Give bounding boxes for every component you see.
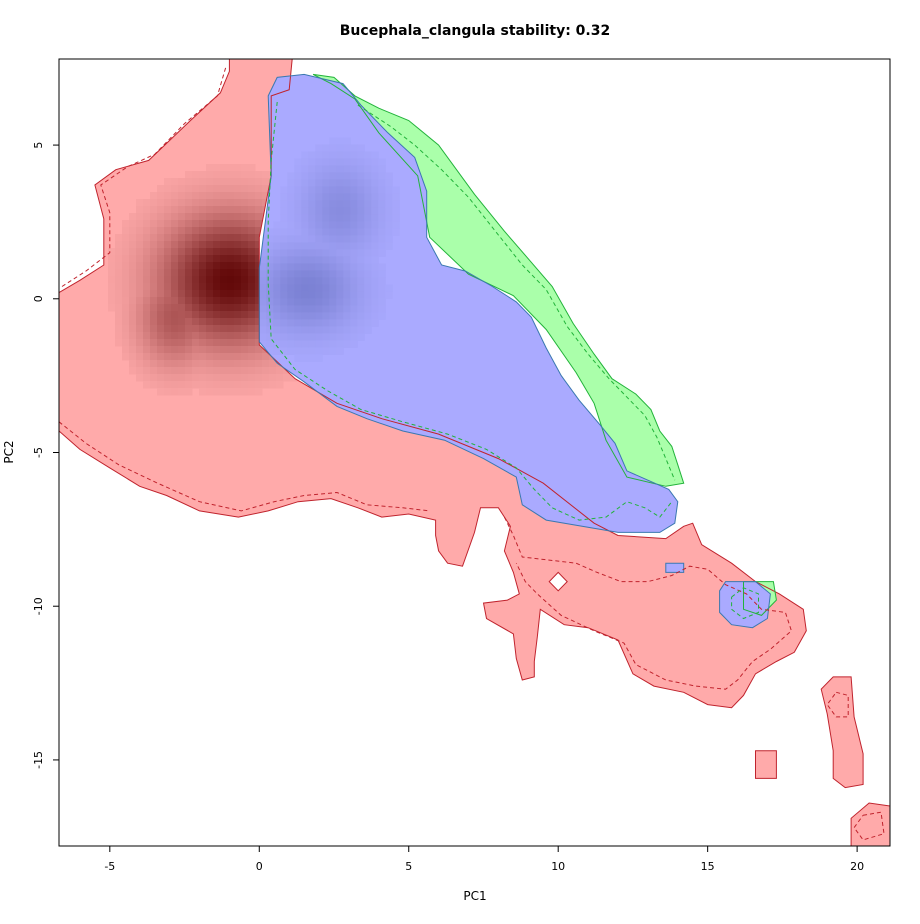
- y-axis: -15 -10 -5 0 5: [32, 142, 59, 769]
- x-tick-label: 15: [701, 860, 715, 873]
- x-axis-label: PC1: [463, 889, 486, 903]
- contour-dashed-4: [826, 691, 849, 718]
- density-region-red-4: [851, 803, 890, 846]
- contour-dashed-6: [357, 104, 676, 481]
- contour-solid-red-2: [820, 676, 864, 789]
- x-tick-label: -5: [104, 860, 115, 873]
- contour-dashed-5: [853, 811, 885, 841]
- y-tick-label: 0: [32, 295, 45, 302]
- x-tick-label: 0: [256, 860, 263, 873]
- density-region-red-2: [821, 676, 864, 788]
- density-region-blue-3: [665, 563, 684, 573]
- contour-solid-green-1: [312, 73, 685, 487]
- density-core-blue: [259, 137, 400, 362]
- plot-area: [59, 59, 890, 846]
- density-layer-blue: [259, 74, 771, 628]
- contour-dashed-8: [731, 587, 759, 620]
- x-tick-label: 20: [850, 860, 864, 873]
- contour-dashed-3: [503, 516, 792, 690]
- contour-solid-red-3: [755, 750, 777, 779]
- chart-title: Bucephala_clangula stability: 0.32: [340, 23, 610, 39]
- y-tick-label: 5: [32, 142, 45, 149]
- contour-solid-red-4: [850, 802, 890, 846]
- contour-solid-blue-1: [258, 73, 679, 533]
- y-axis-label: PC2: [2, 440, 16, 463]
- contour-solid-red-1: [59, 59, 807, 709]
- x-tick-label: 5: [405, 860, 412, 873]
- y-tick-label: -10: [32, 597, 45, 615]
- x-axis: -5 0 5 10 15 20: [104, 846, 864, 873]
- density-hole-red-1: [548, 571, 568, 592]
- y-tick-label: -5: [32, 447, 45, 458]
- y-tick-label: -15: [32, 751, 45, 769]
- contour-solid-blue-3: [665, 562, 685, 573]
- x-tick-label: 10: [551, 860, 565, 873]
- contour-dashed-7: [267, 101, 673, 521]
- density-region-green-1: [313, 74, 684, 487]
- contour-dashed-2: [61, 64, 227, 287]
- density-region-red-3: [755, 750, 777, 779]
- contour-solid-blue-2: [719, 581, 771, 629]
